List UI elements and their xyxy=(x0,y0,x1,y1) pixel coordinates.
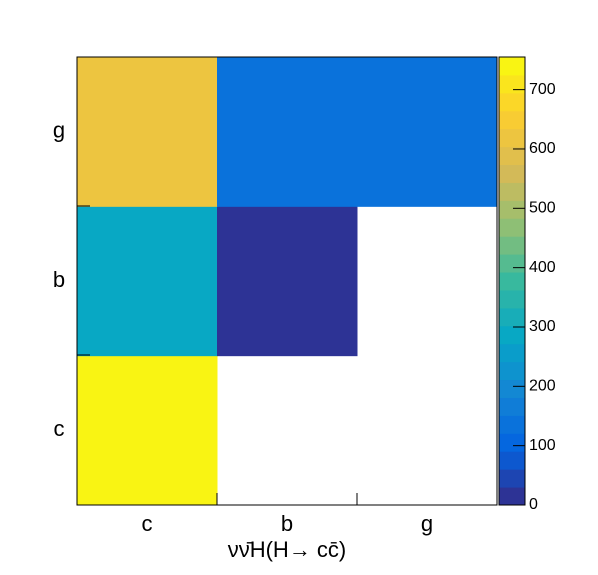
colorbar-tick-label: 600 xyxy=(529,140,556,157)
x-tick-label: g xyxy=(421,511,433,536)
x-axis-label: νν̄H(H→ cc̄) xyxy=(228,537,347,562)
colorbar-band xyxy=(499,164,525,183)
colorbar-band xyxy=(499,74,525,94)
colorbar-tick-label: 300 xyxy=(529,318,556,335)
x-tick-label: c xyxy=(142,511,153,536)
colorbar-band xyxy=(499,128,525,148)
colorbar-band xyxy=(499,254,525,273)
colorbar-band xyxy=(499,451,525,470)
colorbar-band xyxy=(499,325,525,345)
colorbar-band xyxy=(499,487,525,506)
y-tick-label: b xyxy=(53,267,65,292)
cell xyxy=(77,206,218,357)
x-tick-label: b xyxy=(281,511,293,536)
y-tick-label: g xyxy=(53,117,65,142)
cell xyxy=(217,57,358,207)
colorbar-tick-label: 200 xyxy=(529,378,556,395)
axis-ticks xyxy=(77,205,358,505)
colorbar-band xyxy=(499,397,525,416)
colorbar-tick-label: 500 xyxy=(529,200,556,217)
cell xyxy=(77,57,218,207)
colorbar-band xyxy=(499,57,525,76)
colorbar-band xyxy=(499,236,525,255)
colorbar-tick-label: 0 xyxy=(529,496,538,513)
colorbar-band xyxy=(499,92,525,112)
colorbar-band xyxy=(499,361,525,381)
colorbar-frame xyxy=(498,56,526,506)
colorbar-band xyxy=(499,146,525,166)
y-tick-label: c xyxy=(54,416,65,441)
cells xyxy=(77,57,498,506)
colorbar-band xyxy=(499,307,525,327)
colorbar-tick-label: 400 xyxy=(529,259,556,276)
colorbar-band xyxy=(499,182,525,201)
colorbar-band xyxy=(499,415,525,434)
plot-frame xyxy=(76,56,498,506)
colorbar-tick-label: 100 xyxy=(529,437,556,454)
colorbar xyxy=(499,57,525,506)
colorbar-band xyxy=(499,379,525,398)
colorbar-band xyxy=(499,272,525,291)
colorbar-band xyxy=(499,200,525,219)
cell xyxy=(217,206,358,357)
colorbar-band xyxy=(499,343,525,363)
cell xyxy=(357,57,498,207)
colorbar-band xyxy=(499,469,525,488)
colorbar-band xyxy=(499,218,525,237)
colorbar-tick-label: 700 xyxy=(529,81,556,98)
colorbar-band xyxy=(499,110,525,130)
colorbar-band xyxy=(499,433,525,452)
colorbar-band xyxy=(499,289,525,309)
cell xyxy=(77,355,218,506)
